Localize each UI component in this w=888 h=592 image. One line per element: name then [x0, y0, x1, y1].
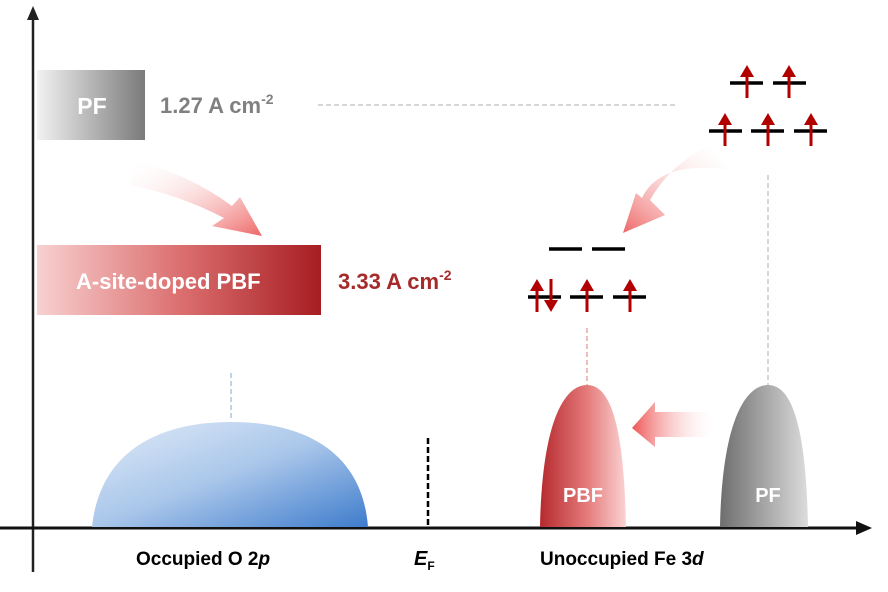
pbf-current-value: 3.33 A cm-2: [338, 267, 452, 294]
spin-down-icon: [544, 279, 558, 312]
spin-up-icon: [761, 113, 775, 146]
spin-up-icon: [804, 113, 818, 146]
y-axis: [27, 6, 39, 572]
improvement-arrow-icon: [130, 160, 262, 236]
pf-box-label: PF: [77, 93, 106, 119]
pbf-box-label: A-site-doped PBF: [76, 269, 261, 294]
unoccupied-fe3d-label: Unoccupied Fe 3d: [540, 549, 704, 570]
pbf-legend: A-site-doped PBF 3.33 A cm-2: [37, 245, 452, 315]
pf-current-value: 1.27 A cm-2: [160, 91, 274, 118]
spin-up-icon: [740, 65, 754, 98]
pf-spin-arrows: [718, 65, 818, 146]
pf-peak-label: PF: [755, 485, 781, 507]
spin-up-icon: [782, 65, 796, 98]
pbf-spin-arrows: [530, 279, 637, 312]
y-axis-arrowhead-icon: [27, 6, 39, 20]
spin-up-icon: [718, 113, 732, 146]
pbf-peak: PBF: [540, 385, 626, 527]
level-shift-arrow-icon: [623, 146, 730, 233]
o2p-band: [92, 422, 368, 527]
spin-up-icon: [530, 279, 544, 312]
pbf-box: [37, 245, 321, 315]
x-axis-arrowhead-icon: [856, 521, 872, 535]
pf-legend: PF 1.27 A cm-2: [37, 70, 678, 140]
x-axis: [0, 521, 872, 535]
fermi-level-label: EF: [414, 548, 435, 573]
spin-up-icon: [623, 279, 637, 312]
peak-shift-arrow-icon: [632, 402, 718, 447]
occupied-o2p-label: Occupied O 2p: [136, 549, 270, 570]
spin-up-icon: [580, 279, 594, 312]
pf-box: [37, 70, 145, 140]
pf-peak: PF: [720, 385, 808, 527]
pbf-peak-label: PBF: [563, 485, 603, 507]
